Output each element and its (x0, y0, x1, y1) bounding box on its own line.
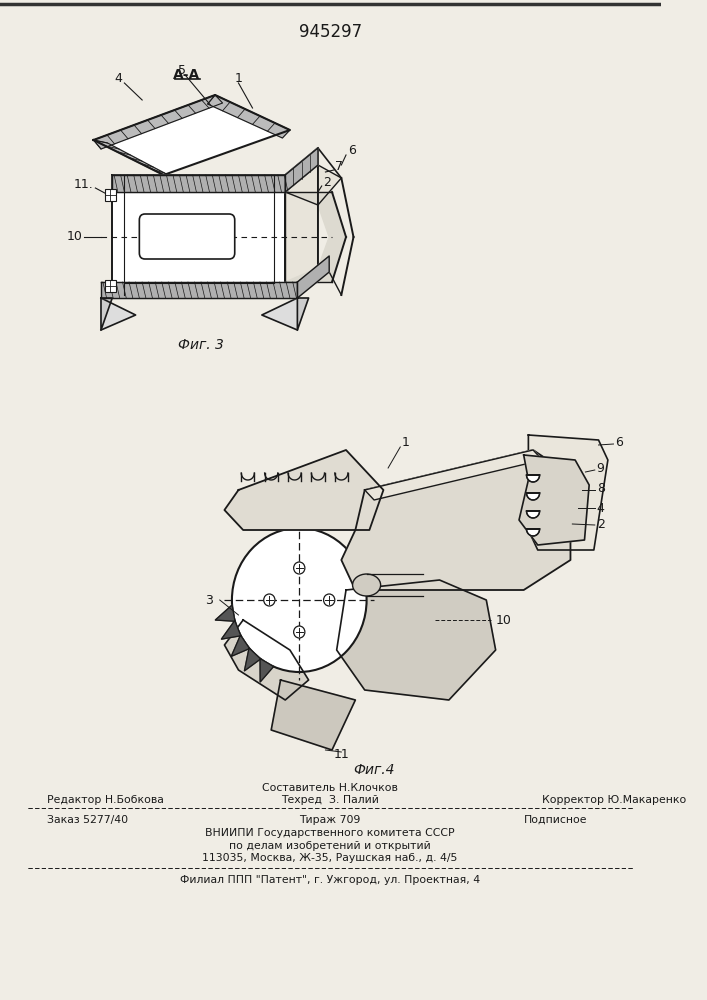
Text: 3: 3 (205, 593, 214, 606)
Text: 4: 4 (115, 72, 123, 85)
Polygon shape (519, 455, 589, 545)
Text: Филиал ППП "Патент", г. Ужгород, ул. Проектная, 4: Филиал ППП "Патент", г. Ужгород, ул. Про… (180, 875, 480, 885)
Polygon shape (298, 256, 329, 298)
Circle shape (293, 562, 305, 574)
Polygon shape (271, 680, 356, 750)
Polygon shape (337, 580, 496, 700)
Polygon shape (224, 450, 383, 530)
Text: 113035, Москва, Ж-35, Раушская наб., д. 4/5: 113035, Москва, Ж-35, Раушская наб., д. … (202, 853, 458, 863)
Text: Фиг. 3: Фиг. 3 (178, 338, 224, 352)
Circle shape (264, 594, 275, 606)
Circle shape (232, 528, 367, 672)
Text: Техред  З. Палий: Техред З. Палий (281, 795, 379, 805)
Polygon shape (285, 148, 318, 295)
Bar (105, 280, 116, 292)
FancyBboxPatch shape (139, 214, 235, 259)
Polygon shape (341, 450, 571, 590)
Text: по делам изобретений и открытий: по делам изобретений и открытий (229, 841, 431, 851)
Polygon shape (285, 148, 318, 192)
Text: Редактор Н.Бобкова: Редактор Н.Бобкова (47, 795, 163, 805)
Polygon shape (224, 620, 309, 700)
Polygon shape (527, 493, 539, 500)
Text: 2: 2 (597, 518, 604, 532)
Polygon shape (298, 298, 309, 330)
Polygon shape (112, 175, 285, 295)
Polygon shape (101, 298, 136, 330)
Polygon shape (101, 282, 298, 298)
Text: 9: 9 (597, 462, 604, 475)
Polygon shape (101, 298, 112, 330)
Polygon shape (527, 475, 539, 482)
Text: 6: 6 (348, 143, 356, 156)
Polygon shape (527, 529, 539, 536)
Text: Корректор Ю.Макаренко: Корректор Ю.Макаренко (542, 795, 686, 805)
Polygon shape (527, 511, 539, 518)
Text: 7: 7 (335, 160, 343, 174)
Text: 1: 1 (235, 72, 243, 85)
Text: Составитель Н.Клочков: Составитель Н.Клочков (262, 783, 398, 793)
Text: Подписное: Подписное (524, 815, 588, 825)
Circle shape (293, 626, 305, 638)
Text: 10: 10 (496, 613, 512, 626)
Polygon shape (231, 635, 250, 656)
Text: 8: 8 (597, 482, 604, 494)
Text: 11.: 11. (74, 178, 93, 192)
Ellipse shape (353, 574, 380, 596)
Polygon shape (285, 165, 341, 205)
Text: 10: 10 (66, 231, 82, 243)
Polygon shape (112, 175, 285, 192)
Text: 6: 6 (615, 436, 624, 448)
Polygon shape (262, 298, 298, 330)
Text: Фиг.4: Фиг.4 (354, 763, 395, 777)
Text: 1: 1 (402, 436, 410, 450)
Text: 11: 11 (334, 748, 349, 762)
Circle shape (324, 594, 335, 606)
Polygon shape (216, 605, 235, 621)
Text: Заказ 5277/40: Заказ 5277/40 (47, 815, 128, 825)
Polygon shape (221, 621, 241, 639)
Text: 5: 5 (178, 64, 187, 77)
Bar (105, 189, 116, 201)
Polygon shape (93, 95, 223, 149)
Polygon shape (93, 140, 176, 179)
Polygon shape (93, 95, 290, 175)
Text: Тираж 709: Тираж 709 (300, 815, 361, 825)
Polygon shape (528, 435, 608, 550)
Polygon shape (245, 648, 261, 671)
Text: 945297: 945297 (298, 23, 362, 41)
Polygon shape (208, 95, 290, 138)
Polygon shape (285, 192, 346, 282)
Polygon shape (260, 659, 274, 682)
Text: А-А: А-А (173, 68, 201, 82)
Text: 2: 2 (322, 176, 330, 190)
Text: ВНИИПИ Государственного комитета СССР: ВНИИПИ Государственного комитета СССР (205, 828, 455, 838)
Text: 4: 4 (597, 502, 604, 514)
Polygon shape (365, 450, 542, 500)
